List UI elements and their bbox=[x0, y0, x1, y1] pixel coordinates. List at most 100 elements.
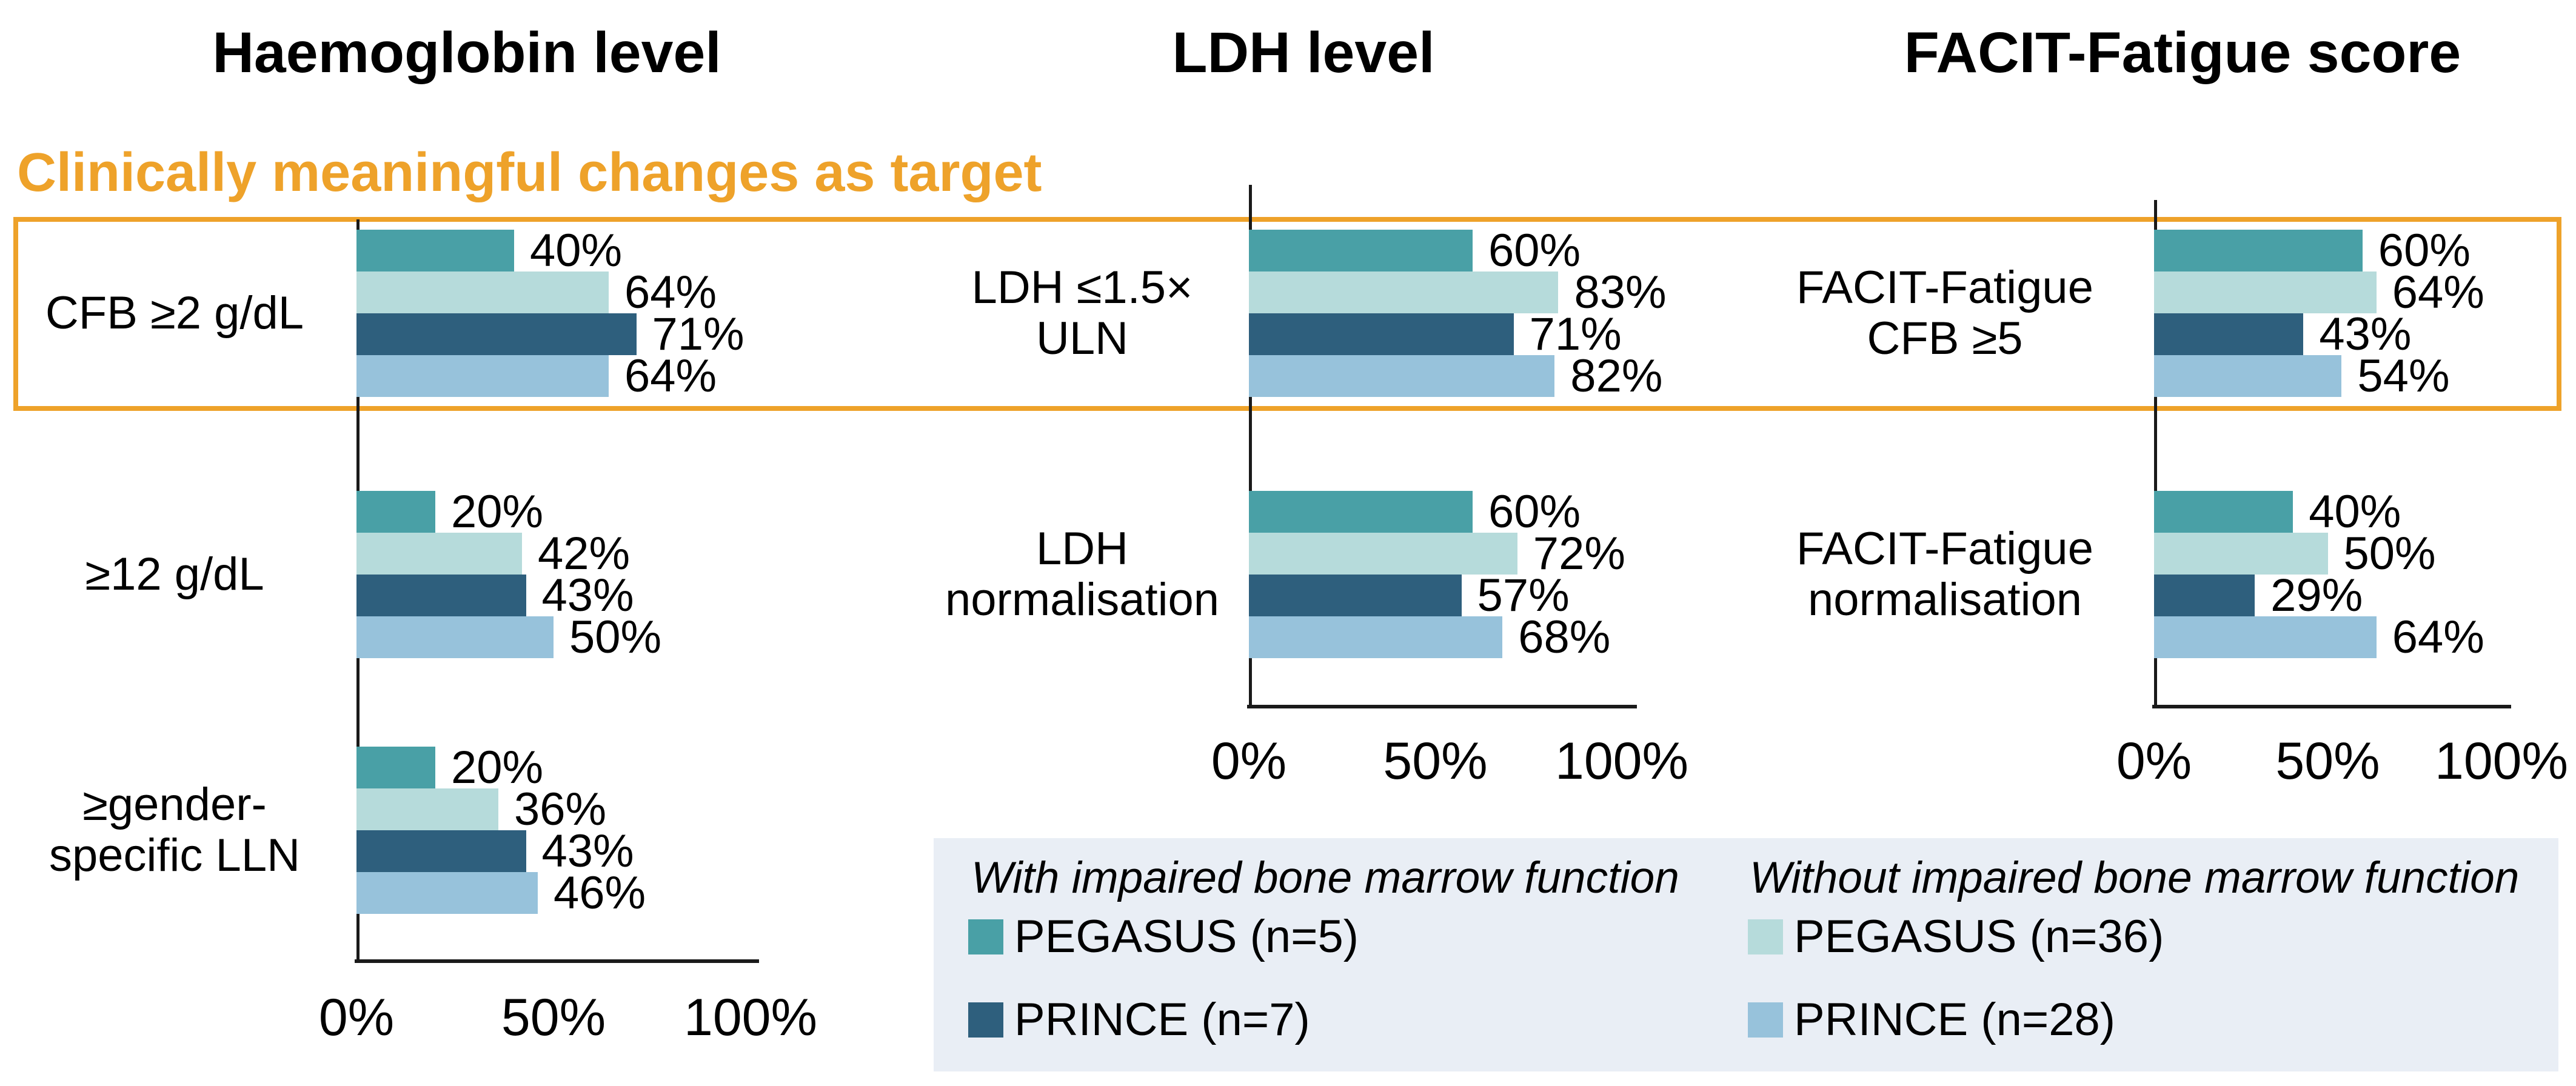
bar-pegasus-n-5- bbox=[1249, 491, 1473, 533]
bar-value-label: 71% bbox=[652, 308, 744, 360]
legend-heading-with-impaired: With impaired bone marrow function bbox=[971, 853, 1679, 902]
bar-prince-n-28- bbox=[2154, 616, 2377, 658]
legend-label-pegasus-n5: PEGASUS (n=5) bbox=[1014, 911, 1359, 962]
category-label: LDH ≤1.5× ULN bbox=[925, 262, 1240, 364]
x-axis-tick-label: 100% bbox=[1555, 732, 1688, 790]
bar-prince-n-28- bbox=[356, 355, 609, 397]
bar-prince-n-28- bbox=[1249, 355, 1555, 397]
y-axis-line bbox=[1249, 185, 1252, 705]
bar-pegasus-n-36- bbox=[356, 272, 609, 313]
bar-value-label: 42% bbox=[538, 527, 631, 579]
x-axis-line bbox=[2152, 705, 2511, 708]
bar-pegasus-n-36- bbox=[356, 533, 522, 575]
x-axis-tick-label: 50% bbox=[2275, 732, 2380, 790]
x-axis-tick-label: 0% bbox=[2116, 732, 2192, 790]
category-label: ≥12 g/dL bbox=[5, 549, 344, 600]
category-label-line: LDH ≤1.5× bbox=[971, 262, 1193, 313]
legend-label-prince-n7: PRINCE (n=7) bbox=[1014, 994, 1310, 1045]
bar-value-label: 83% bbox=[1574, 266, 1667, 318]
bar-value-label: 64% bbox=[2392, 611, 2484, 663]
category-label-line: ≥gender- bbox=[82, 779, 267, 830]
bar-value-label: 40% bbox=[2309, 485, 2401, 538]
bar-value-label: 64% bbox=[624, 266, 717, 318]
bar-value-label: 64% bbox=[2392, 266, 2484, 318]
bar-value-label: 36% bbox=[514, 783, 607, 835]
x-axis-tick-label: 100% bbox=[2435, 732, 2568, 790]
category-label: ≥gender-specific LLN bbox=[5, 779, 344, 881]
bar-prince-n-7- bbox=[1249, 313, 1514, 355]
bar-prince-n-7- bbox=[356, 575, 526, 616]
bar-value-label: 60% bbox=[1488, 224, 1581, 276]
bar-pegasus-n-5- bbox=[1249, 230, 1473, 272]
panel-title-ldh: LDH level bbox=[1172, 21, 1435, 85]
x-axis-tick-label: 50% bbox=[501, 988, 606, 1047]
bar-pegasus-n-36- bbox=[1249, 533, 1517, 575]
category-label-line: CFB ≥5 bbox=[1867, 313, 2023, 364]
bar-value-label: 43% bbox=[541, 569, 634, 621]
legend-label-prince-n28: PRINCE (n=28) bbox=[1794, 994, 2116, 1045]
category-label-line: FACIT-Fatigue bbox=[1796, 523, 2093, 575]
x-axis-tick-label: 0% bbox=[1211, 732, 1287, 790]
category-label-line: specific LLN bbox=[49, 830, 300, 881]
bar-value-label: 68% bbox=[1518, 611, 1611, 663]
category-label: FACIT-Fatigue normalisation bbox=[1763, 524, 2127, 625]
bar-prince-n-28- bbox=[356, 616, 554, 658]
bar-pegasus-n-36- bbox=[1249, 272, 1559, 313]
bar-value-label: 50% bbox=[569, 611, 662, 663]
bar-value-label: 40% bbox=[530, 224, 623, 276]
category-label-line: ULN bbox=[1035, 313, 1129, 364]
highlight-box bbox=[13, 217, 2561, 411]
bar-prince-n-28- bbox=[1249, 616, 1503, 658]
bar-value-label: 43% bbox=[2319, 308, 2412, 360]
category-label-line: normalisation bbox=[1808, 574, 2082, 625]
bar-pegasus-n-5- bbox=[356, 747, 435, 788]
bar-pegasus-n-36- bbox=[356, 788, 498, 830]
legend-label-pegasus-n36: PEGASUS (n=36) bbox=[1794, 911, 2164, 962]
bar-pegasus-n-5- bbox=[356, 491, 435, 533]
bar-value-label: 57% bbox=[1477, 569, 1570, 621]
legend-swatch-prince-n7 bbox=[968, 1002, 1003, 1038]
x-axis-line bbox=[355, 959, 759, 963]
bar-value-label: 43% bbox=[541, 825, 634, 877]
category-label: LDH normalisation bbox=[925, 524, 1240, 625]
bar-value-label: 82% bbox=[1570, 350, 1663, 402]
bar-value-label: 50% bbox=[2343, 527, 2436, 579]
bar-prince-n-28- bbox=[2154, 355, 2342, 397]
legend-swatch-pegasus-n5 bbox=[968, 919, 1003, 954]
category-label-line: normalisation bbox=[945, 574, 1219, 625]
bar-pegasus-n-5- bbox=[356, 230, 514, 272]
x-axis-line bbox=[1247, 705, 1637, 708]
bar-value-label: 46% bbox=[554, 867, 646, 919]
bar-value-label: 20% bbox=[451, 741, 544, 793]
bar-value-label: 29% bbox=[2270, 569, 2363, 621]
bar-prince-n-7- bbox=[356, 830, 526, 872]
category-label-line: ≥12 g/dL bbox=[85, 548, 264, 600]
bar-value-label: 20% bbox=[451, 485, 544, 538]
bar-value-label: 60% bbox=[2378, 224, 2471, 276]
bar-pegasus-n-5- bbox=[2154, 491, 2293, 533]
panel-title-haemoglobin: Haemoglobin level bbox=[212, 21, 721, 85]
bar-value-label: 60% bbox=[1488, 485, 1581, 538]
x-axis-tick-label: 0% bbox=[318, 988, 395, 1047]
bar-value-label: 64% bbox=[624, 350, 717, 402]
category-label: FACIT-Fatigue CFB ≥5 bbox=[1763, 262, 2127, 364]
legend-heading-without-impaired: Without impaired bone marrow function bbox=[1750, 853, 2520, 902]
highlight-heading: Clinically meaningful changes as target bbox=[17, 142, 1042, 203]
legend-swatch-pegasus-n36 bbox=[1748, 919, 1783, 954]
bar-prince-n-7- bbox=[2154, 313, 2304, 355]
bar-prince-n-7- bbox=[2154, 575, 2255, 616]
bar-pegasus-n-36- bbox=[2154, 272, 2377, 313]
bar-prince-n-28- bbox=[356, 872, 538, 914]
category-label-line: CFB ≥2 g/dL bbox=[45, 287, 304, 339]
y-axis-line bbox=[2154, 200, 2157, 705]
category-label-line: LDH bbox=[1035, 523, 1129, 575]
category-label-line: FACIT-Fatigue bbox=[1796, 262, 2093, 313]
category-label: CFB ≥2 g/dL bbox=[5, 288, 344, 339]
bar-value-label: 54% bbox=[2357, 350, 2450, 402]
bar-pegasus-n-5- bbox=[2154, 230, 2363, 272]
bar-value-label: 71% bbox=[1529, 308, 1622, 360]
legend bbox=[934, 838, 2558, 1071]
legend-swatch-prince-n28 bbox=[1748, 1002, 1783, 1038]
x-axis-tick-label: 50% bbox=[1383, 732, 1488, 790]
bar-prince-n-7- bbox=[356, 313, 637, 355]
